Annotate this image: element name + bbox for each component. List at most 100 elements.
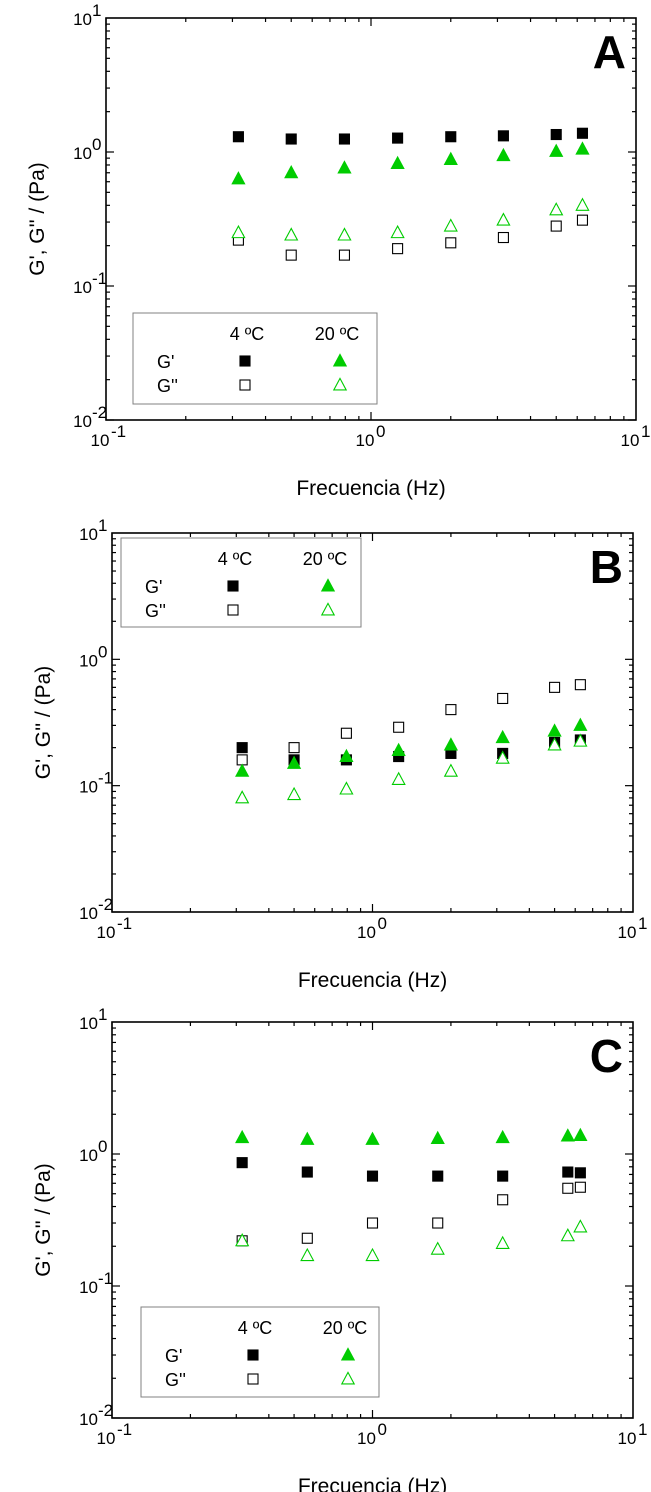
svg-text:10: 10 bbox=[357, 1429, 376, 1448]
data-point bbox=[301, 1166, 313, 1178]
data-point bbox=[285, 249, 297, 261]
data-point bbox=[574, 1167, 586, 1179]
y-axis-title: G', G'' / (Pa) bbox=[26, 162, 49, 276]
y-tick-label: 10 1 bbox=[73, 1, 101, 29]
y-tick-label: 10 0 bbox=[73, 135, 101, 163]
legend-box bbox=[120, 537, 362, 628]
data-point bbox=[432, 1217, 444, 1229]
svg-text:0: 0 bbox=[376, 422, 385, 441]
svg-text:10: 10 bbox=[357, 923, 376, 942]
svg-text:-1: -1 bbox=[117, 914, 132, 933]
data-point bbox=[560, 1128, 575, 1142]
data-point bbox=[445, 131, 457, 143]
x-tick-label: 10 0 bbox=[356, 422, 386, 450]
svg-text:10: 10 bbox=[79, 1410, 98, 1429]
legend-col-20c: 20 ºC bbox=[323, 1318, 368, 1338]
svg-text:10: 10 bbox=[73, 278, 92, 297]
legend-box bbox=[140, 1306, 380, 1398]
data-point bbox=[550, 128, 562, 141]
data-point bbox=[495, 750, 510, 764]
legend-col-4c: 4 ºC bbox=[230, 324, 265, 344]
data-point bbox=[338, 249, 351, 261]
series-1 bbox=[236, 679, 586, 766]
data-point bbox=[497, 1194, 509, 1206]
svg-text:-2: -2 bbox=[98, 895, 113, 914]
svg-text:10: 10 bbox=[79, 525, 98, 544]
data-point bbox=[497, 1170, 509, 1182]
data-point bbox=[339, 781, 354, 795]
y-tick-label: 10 -1 bbox=[79, 1269, 113, 1297]
legend-col-4c: 4 ºC bbox=[238, 1318, 273, 1338]
data-point bbox=[392, 243, 404, 255]
svg-text:10: 10 bbox=[79, 651, 98, 670]
legend-row-g1: G' bbox=[165, 1346, 182, 1366]
series-2 bbox=[231, 141, 590, 185]
data-point bbox=[576, 214, 589, 226]
data-point bbox=[235, 1233, 250, 1247]
y-tick-label: 10 -1 bbox=[73, 269, 107, 297]
legend-marker bbox=[247, 1373, 259, 1385]
x-axis-title: Frecuencia (Hz) bbox=[298, 969, 447, 992]
x-tick-label: 10 1 bbox=[621, 422, 651, 450]
legend-col-4c: 4 ºC bbox=[218, 549, 253, 569]
data-point bbox=[549, 202, 564, 216]
y-tick-label: 10 1 bbox=[79, 1005, 107, 1033]
data-point bbox=[549, 681, 561, 693]
legend-marker bbox=[239, 379, 251, 391]
y-tick-label: 10 -2 bbox=[73, 403, 107, 431]
x-axis-title: Frecuencia (Hz) bbox=[298, 1475, 447, 1492]
series-3 bbox=[231, 197, 590, 241]
data-point bbox=[391, 742, 406, 756]
panel-label: C bbox=[590, 1030, 623, 1082]
svg-text:0: 0 bbox=[92, 135, 101, 154]
series-2 bbox=[235, 1127, 588, 1145]
data-point bbox=[443, 151, 458, 165]
svg-text:-2: -2 bbox=[98, 1401, 113, 1420]
svg-text:10: 10 bbox=[91, 431, 110, 450]
svg-text:10: 10 bbox=[618, 1429, 637, 1448]
y-tick-label: 10 -1 bbox=[79, 769, 113, 797]
data-point bbox=[573, 1219, 588, 1233]
data-point bbox=[337, 227, 352, 241]
data-point bbox=[562, 1182, 574, 1194]
data-point bbox=[574, 679, 586, 691]
x-tick-label: 10 -1 bbox=[91, 422, 127, 450]
legend: 4 ºC 20 ºC G' G'' bbox=[120, 537, 362, 628]
x-tick-label: 10 0 bbox=[357, 1420, 387, 1448]
data-point bbox=[562, 1166, 574, 1178]
data-point bbox=[430, 1130, 445, 1145]
svg-text:1: 1 bbox=[638, 914, 647, 933]
panel-label: B bbox=[590, 541, 623, 593]
data-point bbox=[443, 763, 459, 777]
y-tick-label: 10 1 bbox=[79, 516, 107, 544]
data-point bbox=[574, 1181, 586, 1193]
data-point bbox=[497, 692, 509, 705]
svg-text:10: 10 bbox=[79, 904, 98, 923]
data-point bbox=[547, 723, 562, 737]
data-point bbox=[393, 721, 405, 733]
svg-text:-1: -1 bbox=[98, 1269, 113, 1288]
data-point bbox=[236, 1157, 248, 1169]
data-point bbox=[337, 160, 352, 174]
data-point bbox=[301, 1232, 313, 1244]
svg-text:1: 1 bbox=[98, 516, 107, 535]
data-point bbox=[445, 237, 457, 249]
data-point bbox=[443, 737, 459, 751]
legend-col-20c: 20 ºC bbox=[315, 324, 360, 344]
x-tick-label: 10 1 bbox=[618, 914, 648, 942]
x-tick-label: 10 -1 bbox=[97, 914, 133, 942]
data-point bbox=[575, 141, 590, 155]
data-point bbox=[495, 729, 510, 744]
svg-text:10: 10 bbox=[621, 431, 640, 450]
svg-text:10: 10 bbox=[618, 923, 637, 942]
x-tick-label: 10 1 bbox=[618, 1420, 648, 1448]
data-point bbox=[576, 127, 589, 139]
data-point bbox=[497, 130, 509, 142]
data-point bbox=[495, 1129, 510, 1144]
data-point bbox=[496, 147, 511, 162]
legend-row-g1: G' bbox=[157, 352, 174, 372]
svg-text:10: 10 bbox=[73, 10, 92, 29]
series-0 bbox=[232, 127, 589, 145]
